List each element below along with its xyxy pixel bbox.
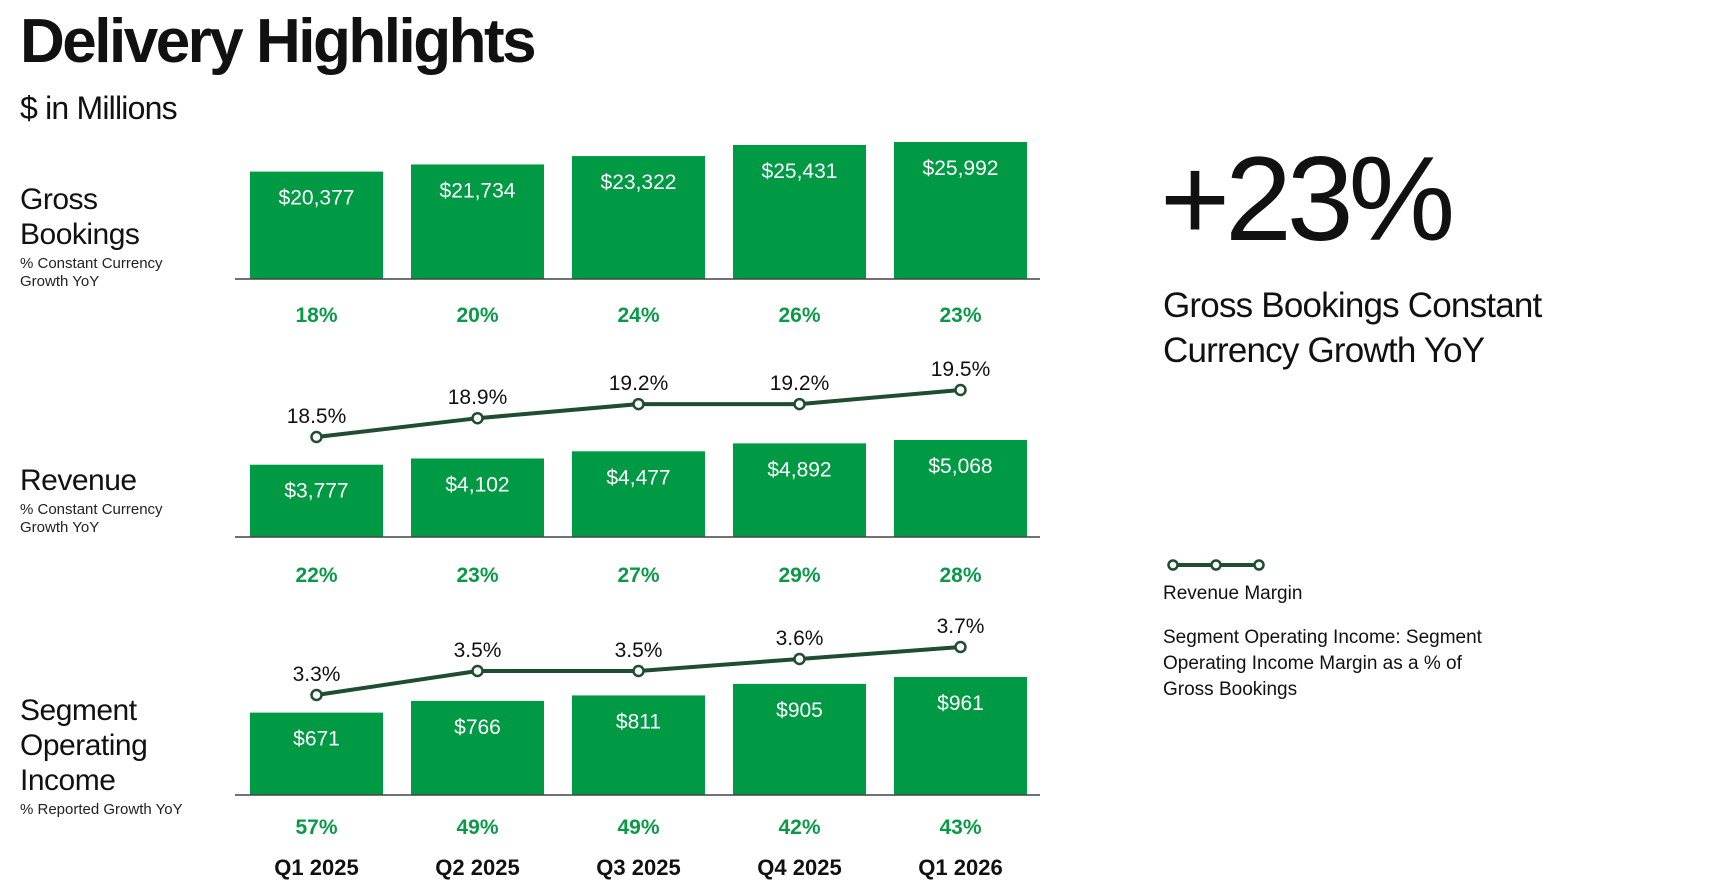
margin-point xyxy=(793,652,806,666)
bar-value-label: $20,377 xyxy=(279,187,355,210)
bar-value-label: $25,992 xyxy=(923,157,999,180)
bar xyxy=(250,171,383,279)
growth-label: 26% xyxy=(778,304,820,327)
margin-label: 3.6% xyxy=(776,627,824,650)
margin-point xyxy=(310,688,323,702)
row-label-segment-operating-income: Segment Operating Income % Reported Grow… xyxy=(20,693,220,819)
bar xyxy=(894,440,1027,537)
margin-label: 19.2% xyxy=(609,372,669,395)
bar xyxy=(250,464,383,537)
bar-value-label: $5,068 xyxy=(928,455,992,478)
bar xyxy=(250,712,383,795)
row-subtitle: % Constant Currency Growth YoY xyxy=(20,501,163,536)
margin-label: 19.2% xyxy=(770,372,830,395)
growth-label: 29% xyxy=(778,564,820,587)
growth-label: 23% xyxy=(939,304,981,327)
bar-value-label: $811 xyxy=(616,710,661,733)
margin-label: 3.7% xyxy=(937,615,985,638)
growth-label: 49% xyxy=(456,816,498,839)
x-tick-label: Q1 2026 xyxy=(918,855,1002,880)
growth-label: 28% xyxy=(939,564,981,587)
row-label-revenue: Revenue % Constant Currency Growth YoY xyxy=(20,463,220,537)
row-title: Gross Bookings xyxy=(20,183,140,251)
bar-value-label: $3,777 xyxy=(284,480,348,503)
legend-label: Revenue Margin xyxy=(1163,583,1303,604)
margin-label: 18.5% xyxy=(287,405,347,428)
bar xyxy=(733,443,866,537)
bar xyxy=(572,451,705,537)
bar-value-label: $961 xyxy=(937,692,984,715)
legend-note: Segment Operating Income: Segment Operat… xyxy=(1163,627,1482,700)
growth-label: 27% xyxy=(617,564,659,587)
bar-value-label: $4,102 xyxy=(445,473,509,496)
row-title: Revenue xyxy=(20,464,137,497)
page-subtitle: $ in Millions xyxy=(20,90,178,126)
margin-line xyxy=(316,388,961,439)
legend-line-icon xyxy=(1167,559,1265,571)
row-label-gross-bookings: Gross Bookings % Constant Currency Growt… xyxy=(20,182,220,291)
row-title: Segment Operating Income xyxy=(20,694,148,797)
highlight-caption: Gross Bookings Constant Currency Growth … xyxy=(1163,286,1542,370)
highlight-stat: +23% xyxy=(1160,132,1455,266)
margin-label: 19.5% xyxy=(931,358,991,381)
bar xyxy=(572,156,705,279)
growth-label: 43% xyxy=(939,816,981,839)
row-subtitle: % Constant Currency Growth YoY xyxy=(20,255,163,290)
bar-value-label: $4,892 xyxy=(767,458,831,481)
margin-point xyxy=(471,664,484,678)
margin-label: 3.5% xyxy=(454,639,502,662)
bar-value-label: $4,477 xyxy=(606,466,670,489)
bar xyxy=(572,695,705,795)
bar xyxy=(411,700,544,795)
margin-point xyxy=(310,430,323,444)
bar xyxy=(411,164,544,279)
growth-label: 42% xyxy=(778,816,820,839)
bar-value-label: $766 xyxy=(454,716,501,739)
margin-point xyxy=(471,411,484,425)
growth-label: 20% xyxy=(456,304,498,327)
bar xyxy=(733,683,866,795)
bar xyxy=(894,142,1027,279)
growth-label: 23% xyxy=(456,564,498,587)
bar-value-label: $671 xyxy=(293,728,340,751)
growth-label: 24% xyxy=(617,304,659,327)
margin-point xyxy=(793,397,806,411)
margin-point xyxy=(954,383,967,397)
margin-point xyxy=(954,640,967,654)
x-tick-label: Q2 2025 xyxy=(435,855,519,880)
margin-label: 3.3% xyxy=(293,663,341,686)
page-title: Delivery Highlights xyxy=(20,7,537,76)
x-tick-label: Q3 2025 xyxy=(596,855,680,880)
margin-label: 18.9% xyxy=(448,386,508,409)
delivery-chart: $20,377 18% $21,734 20% $23,322 24% $25,431 26%… xyxy=(235,142,1040,880)
x-tick-label: Q4 2025 xyxy=(757,855,841,880)
x-tick-label: Q1 2025 xyxy=(274,855,358,880)
bar xyxy=(733,144,866,279)
bar-value-label: $905 xyxy=(776,699,823,722)
growth-label: 18% xyxy=(295,304,337,327)
bar xyxy=(894,677,1027,795)
bar-value-label: $23,322 xyxy=(601,171,677,194)
bar xyxy=(411,458,544,537)
growth-label: 49% xyxy=(617,816,659,839)
row-subtitle: % Reported Growth YoY xyxy=(20,801,183,818)
margin-point xyxy=(632,664,645,678)
growth-label: 57% xyxy=(295,816,337,839)
growth-label: 22% xyxy=(295,564,337,587)
margin-label: 3.5% xyxy=(615,639,663,662)
bar-value-label: $21,734 xyxy=(440,179,516,202)
margin-point xyxy=(632,397,645,411)
bar-value-label: $25,431 xyxy=(762,160,838,183)
